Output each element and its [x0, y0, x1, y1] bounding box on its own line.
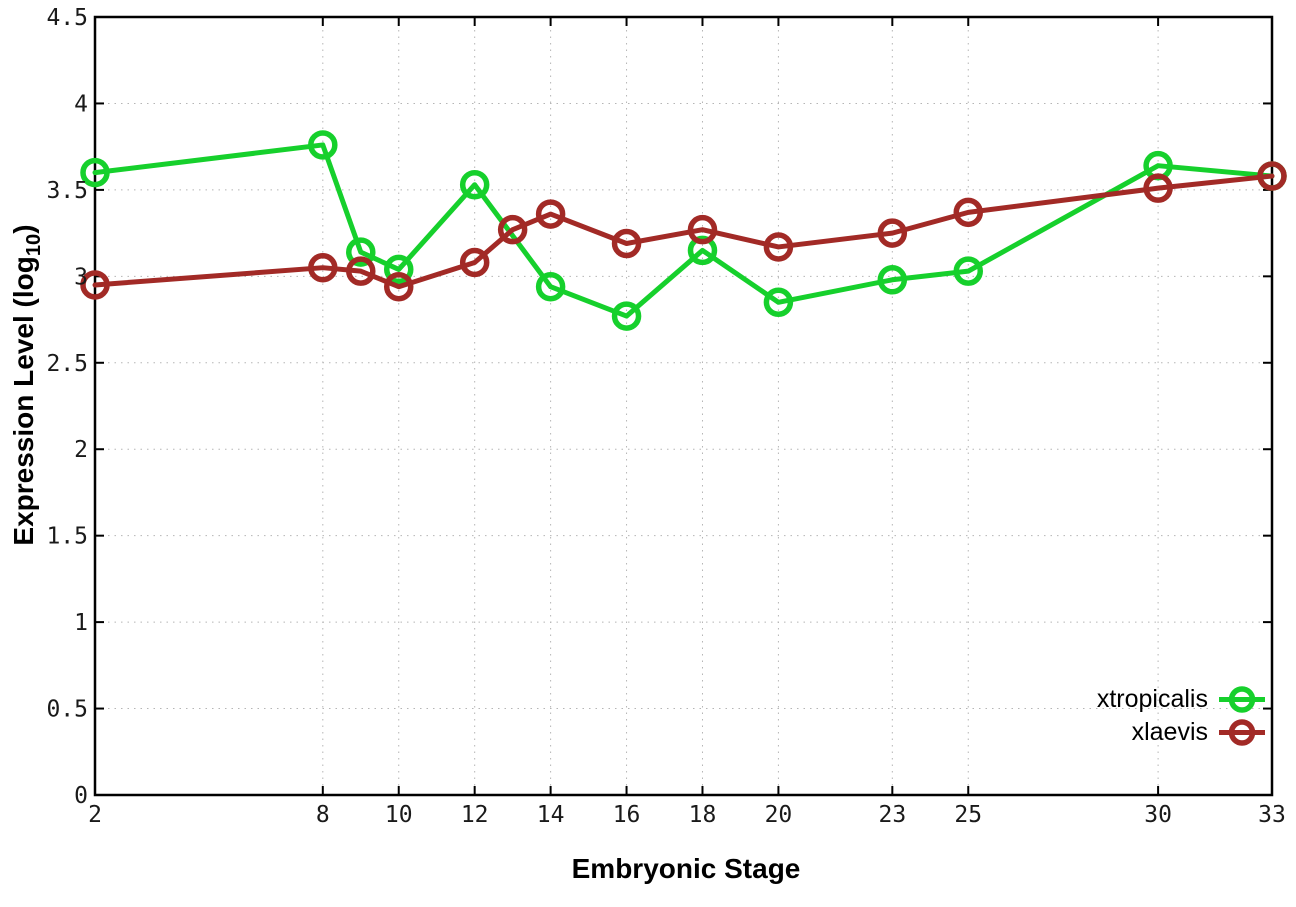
- y-tick-label: 3: [74, 264, 88, 290]
- x-tick-label: 18: [689, 802, 717, 828]
- data-point-xtropicalis: [877, 265, 908, 295]
- y-tick-label: 4: [74, 91, 88, 117]
- data-point-xlaevis: [383, 271, 414, 302]
- data-point-xlaevis: [308, 252, 338, 283]
- y-axis-title: Expression Level (log10): [8, 224, 46, 545]
- y-axis-title-suffix: ): [7, 224, 39, 234]
- x-tick-label: 25: [954, 802, 982, 828]
- legend-point-sample: [1228, 719, 1256, 746]
- data-point-xlaevis: [1143, 173, 1173, 203]
- y-tick-label: 0: [74, 783, 88, 809]
- data-point-xtropicalis: [953, 256, 984, 286]
- y-axis-title-text: Expression Level (log: [7, 256, 39, 546]
- data-point-xtropicalis: [80, 157, 110, 188]
- y-tick-label: 0.5: [46, 697, 88, 723]
- y-tick-label: 1: [74, 610, 88, 636]
- legend-label-xtropicalis: xtropicalis: [1096, 685, 1208, 713]
- data-point-xlaevis: [80, 270, 110, 300]
- x-axis-title: Embryonic Stage: [571, 853, 801, 884]
- legend-point-sample: [1228, 686, 1256, 713]
- x-tick-label: 20: [765, 802, 793, 828]
- series-line-xtropicalis: [92, 142, 1275, 319]
- data-point-xlaevis: [535, 199, 566, 229]
- y-tick-label: 2: [74, 437, 88, 463]
- x-tick-label: 8: [316, 802, 330, 828]
- legend-item-xlaevis: xlaevis: [1132, 717, 1266, 748]
- y-tick-label: 3.5: [46, 178, 88, 204]
- data-point-xlaevis: [687, 214, 718, 245]
- x-tick-label: 14: [537, 802, 565, 828]
- y-tick-label: 2.5: [46, 351, 88, 377]
- x-tick-label: 33: [1258, 802, 1286, 828]
- y-axis-title-subscript: 10: [23, 233, 46, 257]
- plot-border: [93, 15, 1274, 797]
- data-point-xlaevis: [459, 247, 490, 278]
- legend-marker-xlaevis: [1219, 719, 1265, 746]
- data-point-xtropicalis: [611, 301, 642, 331]
- data-point-xtropicalis: [763, 287, 794, 318]
- data-point-xtropicalis: [687, 235, 718, 266]
- y-tick-label: 1.5: [46, 524, 88, 550]
- data-point-xlaevis: [1257, 161, 1287, 191]
- legend: xtropicalis xlaevis: [1097, 684, 1266, 748]
- y-tick-label: 4.5: [46, 5, 88, 31]
- data-point-xlaevis: [953, 197, 984, 228]
- data-point-xtropicalis: [535, 271, 566, 302]
- legend-marker-xtropicalis: [1219, 686, 1265, 713]
- data-point-xtropicalis: [308, 130, 338, 160]
- x-tick-label: 12: [461, 802, 489, 828]
- data-point-xlaevis: [877, 218, 908, 248]
- data-point-xlaevis: [497, 214, 528, 245]
- x-tick-label: 2: [88, 802, 102, 828]
- x-tick-label: 30: [1144, 802, 1172, 828]
- legend-label-xlaevis: xlaevis: [1131, 718, 1208, 746]
- data-point-xlaevis: [611, 228, 642, 259]
- x-tick-label: 23: [878, 802, 906, 828]
- data-point-xlaevis: [346, 256, 376, 286]
- data-point-xtropicalis: [346, 237, 376, 267]
- x-tick-label: 10: [385, 802, 413, 828]
- data-point-xtropicalis: [383, 254, 414, 285]
- data-point-xtropicalis: [459, 169, 490, 200]
- data-point-xlaevis: [763, 232, 794, 262]
- legend-item-xtropicalis: xtropicalis: [1097, 684, 1266, 715]
- x-tick-label: 16: [613, 802, 641, 828]
